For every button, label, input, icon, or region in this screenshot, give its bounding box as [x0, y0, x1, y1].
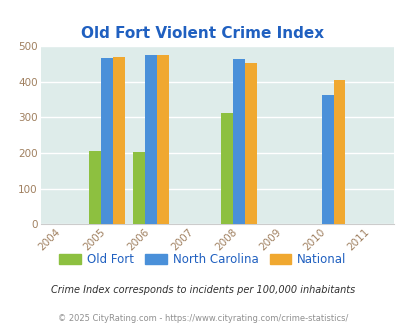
Bar: [145, 55, 157, 224]
Bar: [113, 57, 124, 224]
Bar: [221, 113, 233, 224]
Bar: [245, 63, 256, 224]
Bar: [157, 55, 168, 224]
Bar: [100, 58, 113, 224]
Bar: [321, 95, 333, 224]
Bar: [89, 151, 100, 224]
Bar: [133, 152, 145, 224]
Bar: [333, 80, 345, 224]
Text: Old Fort Violent Crime Index: Old Fort Violent Crime Index: [81, 26, 324, 41]
Legend: Old Fort, North Carolina, National: Old Fort, North Carolina, National: [55, 248, 350, 271]
Text: Crime Index corresponds to incidents per 100,000 inhabitants: Crime Index corresponds to incidents per…: [51, 285, 354, 295]
Bar: [233, 59, 245, 224]
Text: © 2025 CityRating.com - https://www.cityrating.com/crime-statistics/: © 2025 CityRating.com - https://www.city…: [58, 314, 347, 323]
